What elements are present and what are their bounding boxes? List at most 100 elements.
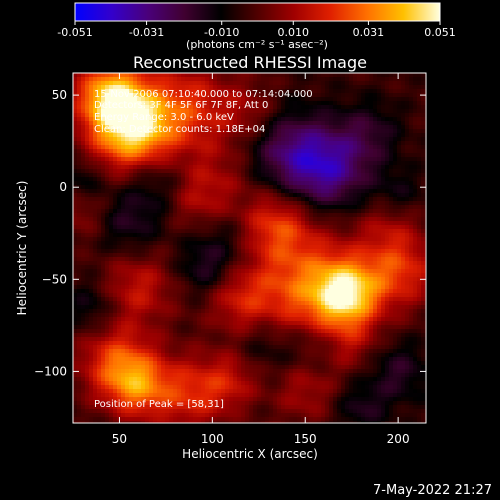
heatmap-cell bbox=[201, 233, 206, 238]
heatmap-cell bbox=[281, 109, 286, 114]
heatmap-cell bbox=[377, 249, 382, 254]
heatmap-cell bbox=[81, 89, 86, 94]
heatmap-cell bbox=[301, 221, 306, 226]
heatmap-cell bbox=[225, 189, 230, 194]
heatmap-cell bbox=[421, 245, 426, 250]
heatmap-cell bbox=[337, 241, 342, 246]
heatmap-cell bbox=[333, 129, 338, 134]
heatmap-cell bbox=[281, 89, 286, 94]
heatmap-cell bbox=[241, 97, 246, 102]
heatmap-cell bbox=[297, 173, 302, 178]
heatmap-cell bbox=[285, 225, 290, 230]
heatmap-cell bbox=[305, 137, 310, 142]
heatmap-cell bbox=[269, 253, 274, 258]
heatmap-cell bbox=[97, 121, 102, 126]
heatmap-cell bbox=[325, 261, 330, 266]
heatmap-cell bbox=[309, 133, 314, 138]
heatmap-cell bbox=[421, 153, 426, 158]
heatmap-cell bbox=[345, 105, 350, 110]
heatmap-cell bbox=[181, 109, 186, 114]
heatmap-cell bbox=[393, 265, 398, 270]
heatmap-cell bbox=[141, 129, 146, 134]
heatmap-cell bbox=[405, 105, 410, 110]
heatmap-cell bbox=[345, 197, 350, 202]
heatmap-cell bbox=[129, 165, 134, 170]
heatmap-cell bbox=[157, 273, 162, 278]
heatmap-cell bbox=[281, 81, 286, 86]
heatmap-cell bbox=[417, 137, 422, 142]
heatmap-cell bbox=[413, 225, 418, 230]
heatmap-cell bbox=[265, 245, 270, 250]
heatmap-cell bbox=[105, 109, 110, 114]
heatmap-cell bbox=[185, 113, 190, 118]
heatmap-cell bbox=[269, 81, 274, 86]
heatmap-cell bbox=[333, 257, 338, 262]
heatmap-cell bbox=[217, 221, 222, 226]
heatmap-cell bbox=[265, 213, 270, 218]
heatmap-cell bbox=[401, 157, 406, 162]
heatmap-cell bbox=[273, 257, 278, 262]
heatmap-cell bbox=[189, 265, 194, 270]
heatmap-cell bbox=[161, 173, 166, 178]
heatmap-cell bbox=[241, 137, 246, 142]
heatmap-cell bbox=[213, 137, 218, 142]
heatmap-cell bbox=[237, 169, 242, 174]
heatmap-cell bbox=[389, 109, 394, 114]
heatmap-cell bbox=[421, 109, 426, 114]
heatmap-cell bbox=[169, 193, 174, 198]
heatmap-cell bbox=[117, 249, 122, 254]
heatmap-cell bbox=[389, 161, 394, 166]
heatmap-cell bbox=[181, 221, 186, 226]
heatmap-cell bbox=[173, 173, 178, 178]
heatmap-cell bbox=[337, 77, 342, 82]
heatmap-cell bbox=[337, 285, 342, 290]
heatmap-cell bbox=[301, 169, 306, 174]
heatmap-cell bbox=[113, 213, 118, 218]
heatmap-cell bbox=[185, 265, 190, 270]
heatmap-cell bbox=[121, 129, 126, 134]
heatmap-cell bbox=[109, 281, 114, 286]
heatmap-cell bbox=[369, 265, 374, 270]
heatmap-cell bbox=[377, 129, 382, 134]
heatmap-cell bbox=[233, 173, 238, 178]
heatmap-cell bbox=[357, 113, 362, 118]
heatmap-cell bbox=[101, 241, 106, 246]
heatmap-cell bbox=[349, 281, 354, 286]
heatmap-cell bbox=[281, 213, 286, 218]
heatmap-cell bbox=[301, 89, 306, 94]
heatmap-cell bbox=[145, 173, 150, 178]
heatmap-cell bbox=[109, 165, 114, 170]
heatmap-cell bbox=[165, 109, 170, 114]
heatmap-cell bbox=[225, 177, 230, 182]
heatmap-cell bbox=[253, 137, 258, 142]
heatmap-cell bbox=[117, 201, 122, 206]
heatmap-cell bbox=[409, 237, 414, 242]
heatmap-cell bbox=[197, 169, 202, 174]
heatmap-cell bbox=[313, 165, 318, 170]
heatmap-cell bbox=[377, 277, 382, 282]
heatmap-cell bbox=[317, 237, 322, 242]
heatmap-cell bbox=[177, 141, 182, 146]
heatmap-cell bbox=[81, 225, 86, 230]
heatmap-cell bbox=[201, 173, 206, 178]
heatmap-cell bbox=[237, 189, 242, 194]
heatmap-cell bbox=[109, 289, 114, 294]
heatmap-cell bbox=[193, 225, 198, 230]
heatmap-cell bbox=[89, 277, 94, 282]
heatmap-cell bbox=[193, 257, 198, 262]
heatmap-cell bbox=[193, 181, 198, 186]
heatmap-cell bbox=[161, 269, 166, 274]
heatmap-cell bbox=[157, 121, 162, 126]
heatmap-cell bbox=[189, 165, 194, 170]
heatmap-cell bbox=[173, 137, 178, 142]
heatmap-cell bbox=[257, 109, 262, 114]
heatmap-cell bbox=[385, 177, 390, 182]
heatmap-cell bbox=[121, 257, 126, 262]
heatmap-cell bbox=[361, 149, 366, 154]
heatmap-cell bbox=[397, 285, 402, 290]
heatmap-cell bbox=[233, 189, 238, 194]
heatmap-cell bbox=[117, 85, 122, 90]
heatmap-cell bbox=[253, 201, 258, 206]
heatmap-cell bbox=[369, 145, 374, 150]
heatmap-cell bbox=[177, 169, 182, 174]
